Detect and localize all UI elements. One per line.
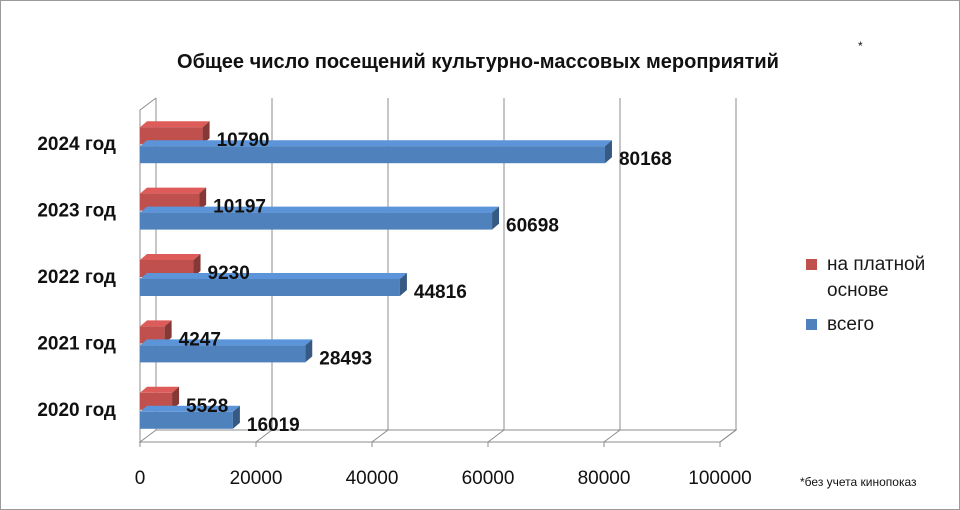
gridline-floor [255, 429, 273, 443]
bar-total [140, 411, 233, 429]
legend-item-paid: на платной основе [806, 252, 956, 304]
x-tick-label: 0 [135, 468, 146, 489]
title-footnote-mark: * [858, 39, 863, 53]
data-label-paid: 5528 [186, 396, 228, 417]
bar-paid-top [140, 320, 172, 327]
data-label-paid: 4247 [179, 329, 221, 350]
category-label: 2022 год [37, 267, 116, 288]
legend: на платной основе всего [806, 252, 956, 346]
bar-total-top [140, 405, 240, 412]
legend-label-paid: на платной основе [827, 254, 926, 301]
bar-total-top [140, 339, 313, 346]
labels-layer: 0 20000 40000 60000 80000 100000 2020 год 5528 1… [37, 130, 751, 489]
bar-paid-side [202, 121, 210, 145]
gridline-floor [603, 429, 621, 443]
bar-paid [140, 260, 194, 277]
category-label: 2021 год [37, 333, 116, 354]
data-label-total: 16019 [247, 415, 300, 436]
bar-total [140, 279, 400, 296]
bars-layer [140, 121, 612, 429]
legend-swatch-total [806, 319, 817, 330]
category-label: 2023 год [37, 201, 116, 222]
chart-title: Общее число посещений культурно-массовых… [177, 51, 779, 73]
bar-total [140, 212, 493, 230]
data-label-total: 80168 [619, 149, 672, 170]
bar-total-top [140, 273, 407, 279]
legend-item-total: всего [806, 312, 956, 338]
bar-paid-top [140, 254, 201, 260]
x-tick-label: 20000 [230, 468, 283, 489]
bar-paid [140, 326, 165, 344]
bar-total-side [492, 206, 500, 230]
data-label-paid: 9230 [208, 263, 250, 284]
footnote: *без учета кинопоказ [800, 475, 917, 489]
bar-total [140, 345, 306, 363]
bar-paid-side [172, 386, 180, 410]
x-tick-label: 40000 [346, 468, 399, 489]
bar-paid-side [164, 320, 172, 344]
x-tick-label: 80000 [578, 468, 631, 489]
y-axis-depth-top [139, 97, 157, 111]
bar-paid [140, 127, 203, 145]
plot-floor [138, 429, 738, 443]
legend-label-total: всего [827, 314, 875, 335]
category-label: 2024 год [37, 134, 116, 155]
data-label-total: 44816 [414, 282, 467, 303]
x-tick-label: 100000 [688, 468, 751, 489]
bar-paid-side [193, 254, 201, 277]
bar-paid-top [140, 386, 180, 393]
bar-paid-top [140, 121, 210, 128]
bar-total [140, 146, 605, 164]
bar-total-side [604, 140, 612, 164]
data-label-paid: 10197 [213, 197, 266, 218]
gridline-floor [371, 429, 389, 443]
data-label-total: 28493 [319, 348, 372, 369]
bar-paid-side [199, 187, 207, 211]
data-label-paid: 10790 [217, 130, 270, 151]
x-tick-label: 60000 [462, 468, 515, 489]
bar-total-side [232, 405, 240, 429]
data-label-total: 60698 [506, 216, 559, 237]
bar-paid-top [140, 187, 207, 194]
bar-paid [140, 193, 200, 211]
category-label: 2020 год [37, 400, 116, 421]
bar-total-side [399, 273, 407, 296]
legend-swatch-paid [806, 259, 817, 270]
bar-total-side [305, 339, 313, 363]
bar-paid [140, 392, 173, 410]
bar-total-top [140, 206, 500, 213]
bar-total-top [140, 140, 612, 147]
gridline-floor [719, 429, 737, 443]
gridline-floor [487, 429, 505, 443]
